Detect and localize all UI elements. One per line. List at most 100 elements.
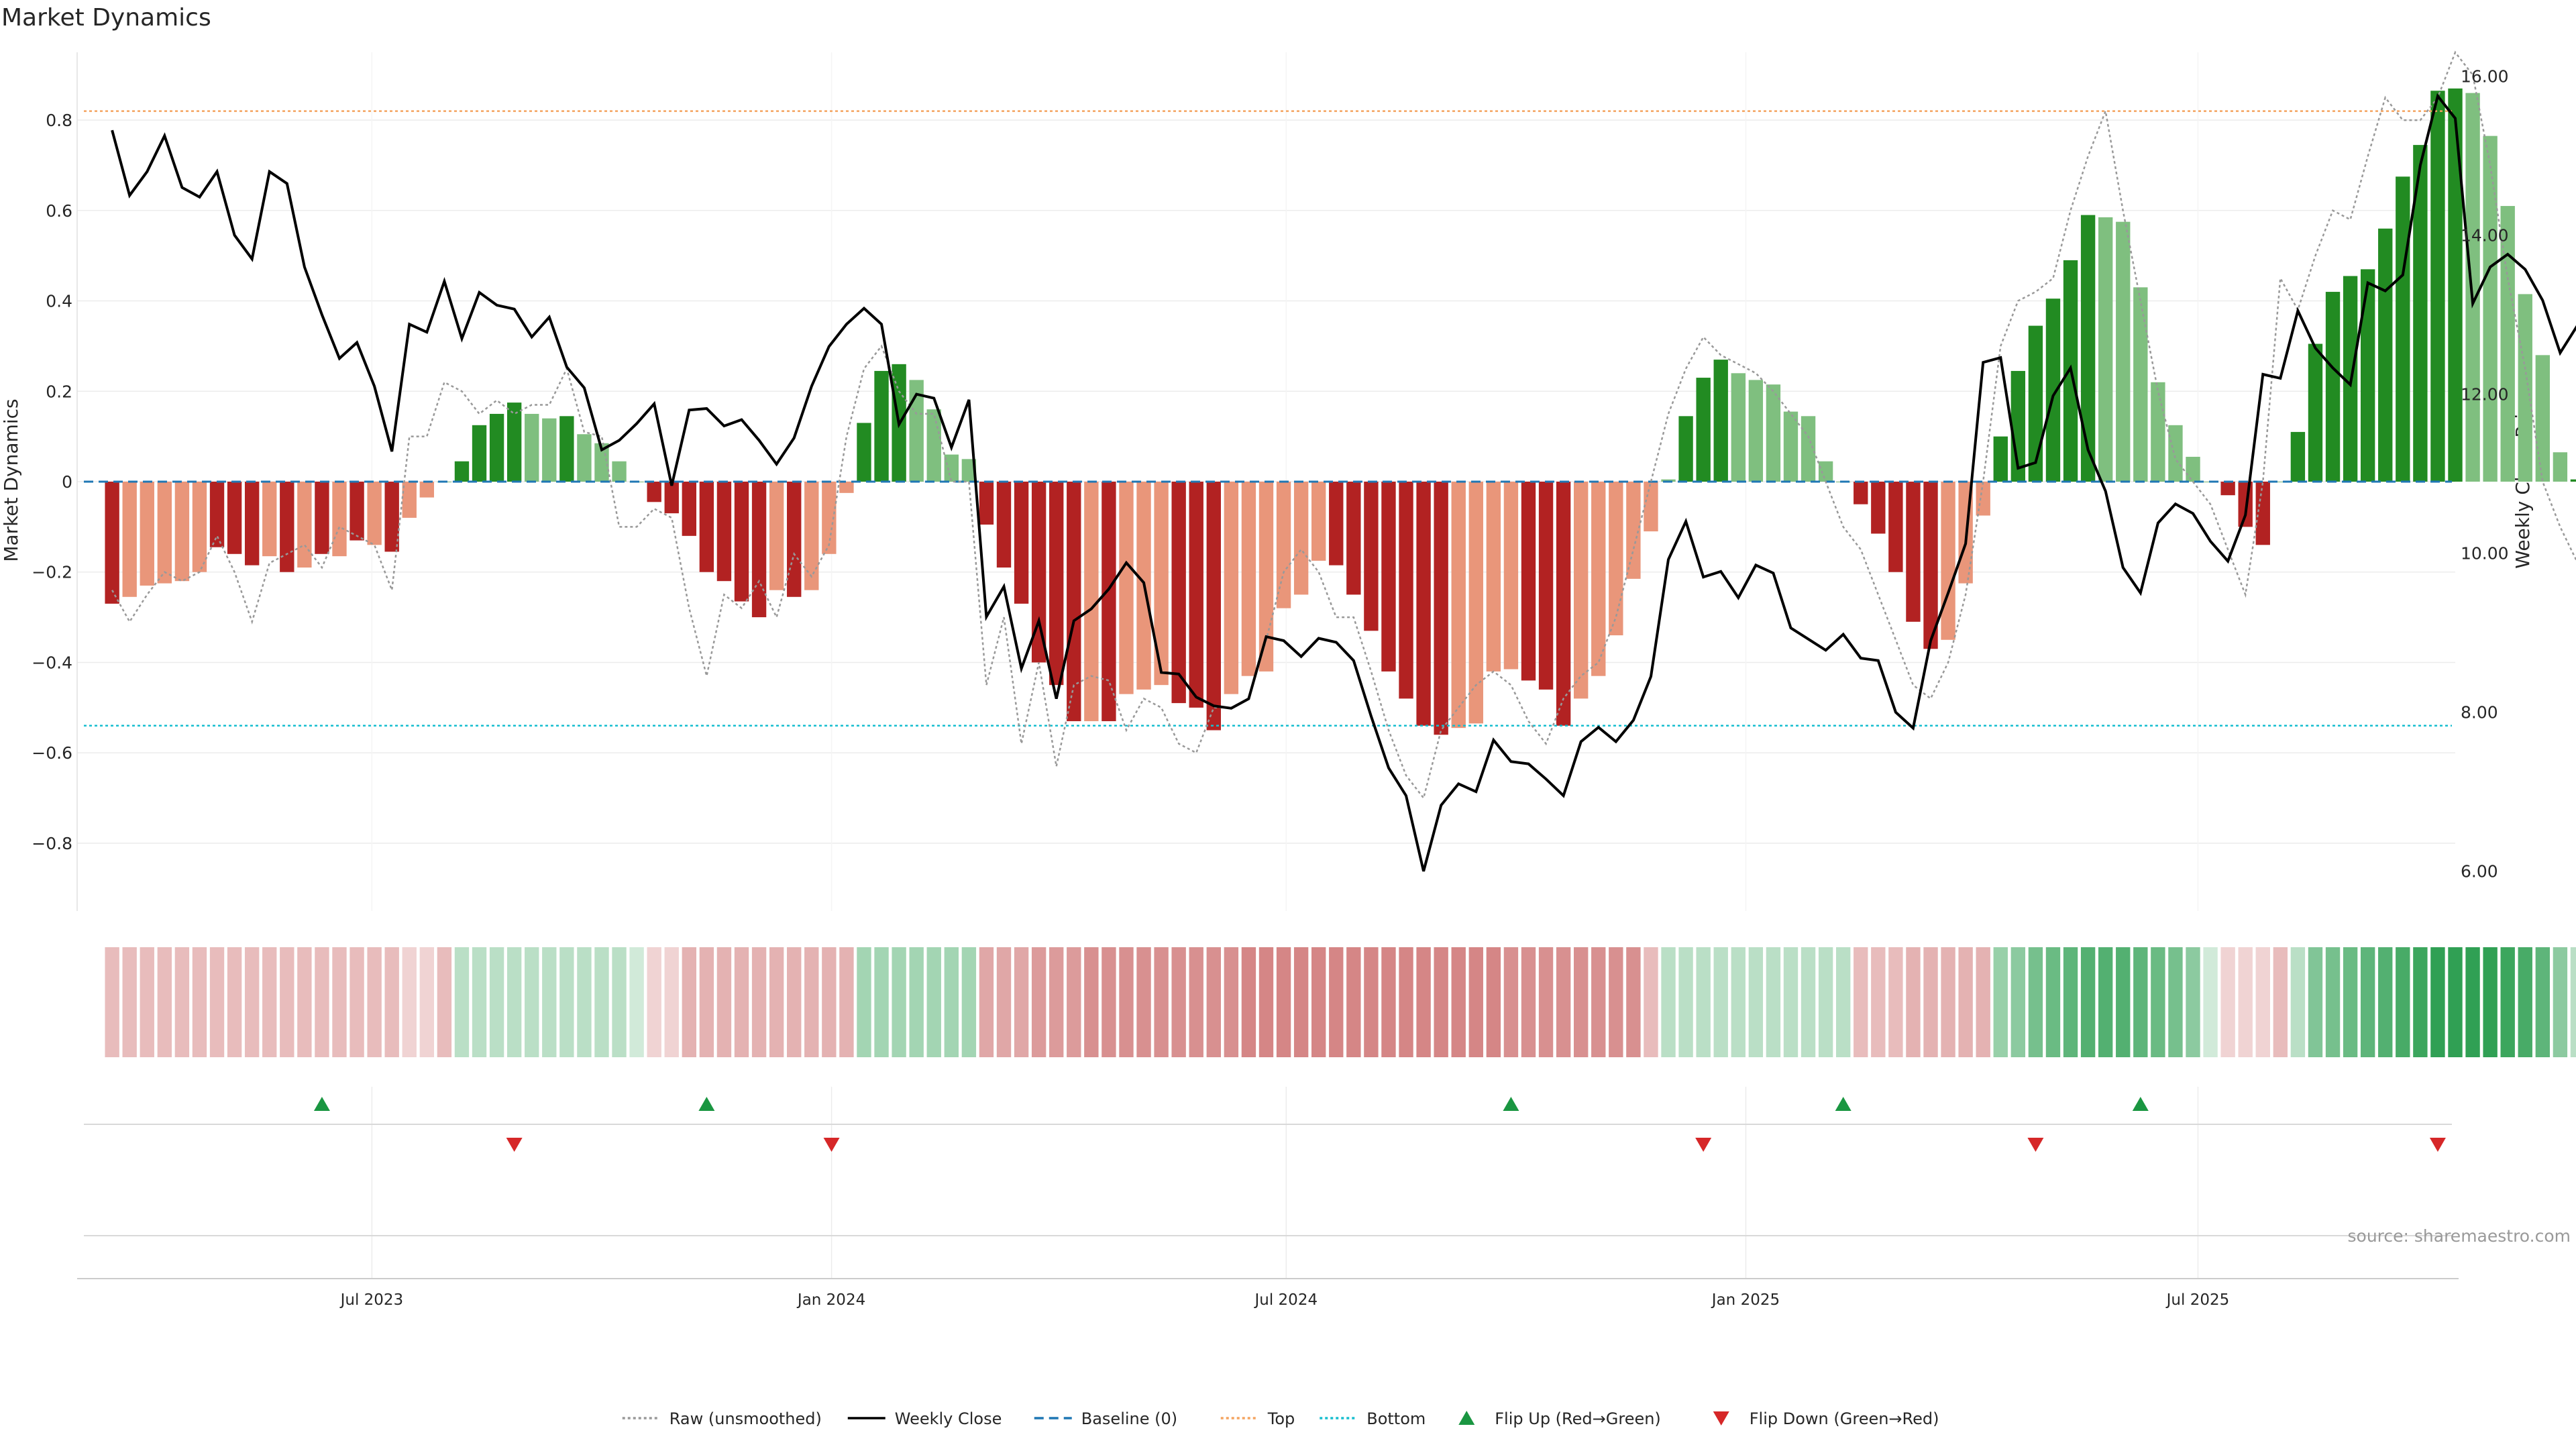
heat-cell — [1171, 947, 1186, 1057]
legend-item: Bottom — [1320, 1409, 1426, 1428]
dynamics-bar — [1416, 482, 1431, 726]
heat-cell — [1206, 947, 1221, 1057]
heat-cell — [2273, 947, 2288, 1057]
weekly-close-line — [111, 93, 2576, 872]
dynamics-bar — [384, 482, 399, 552]
heat-cell — [2186, 947, 2200, 1057]
heat-cell — [2430, 947, 2445, 1057]
dynamics-bar — [2378, 228, 2393, 482]
x-tick-label: Jan 2024 — [796, 1291, 865, 1309]
dynamics-bar — [2151, 382, 2165, 482]
dynamics-bar — [1503, 482, 1519, 669]
dynamics-bar — [1888, 482, 1903, 572]
heat-cell — [2220, 947, 2235, 1057]
dynamics-bar — [1031, 482, 1046, 663]
heat-cell — [1748, 947, 1764, 1057]
heat-cell — [2080, 947, 2096, 1057]
dynamics-bar — [1276, 482, 1291, 608]
legend: Raw (unsmoothed) Weekly Close Baseline (0)… — [622, 1409, 1939, 1428]
y2-tick-label: 12.00 — [2461, 385, 2509, 405]
heat-cell — [1486, 947, 1501, 1057]
heat-cell — [647, 947, 661, 1057]
dynamics-bar — [2430, 91, 2445, 482]
y-axis-ticks: −0.8 −0.6 −0.4 −0.2 0 0.2 0.4 0.6 0.8 — [32, 111, 72, 853]
dynamics-bar — [1591, 482, 1606, 676]
heat-cell — [367, 947, 382, 1057]
heat-cell — [227, 947, 242, 1057]
dynamics-bar — [454, 461, 470, 482]
heat-cell — [2553, 947, 2568, 1057]
dynamics-bar — [2360, 269, 2375, 482]
y-tick-label: 0.6 — [46, 201, 72, 221]
dynamics-bar — [525, 413, 539, 482]
dynamics-bar — [1311, 482, 1326, 561]
heat-cell — [1941, 947, 1955, 1057]
heat-cell — [1258, 947, 1274, 1057]
flip-up-marker — [313, 1097, 330, 1111]
heat-cell — [1346, 947, 1361, 1057]
heat-cell — [1521, 947, 1536, 1057]
dynamics-bar — [857, 423, 871, 482]
heat-cell — [1818, 947, 1833, 1057]
heat-cell — [1084, 947, 1099, 1057]
flip-marker-panel — [313, 1097, 2446, 1152]
heat-cell — [1609, 947, 1623, 1057]
heat-cell — [174, 947, 190, 1057]
dynamics-bar — [2168, 425, 2183, 482]
dynamics-bar — [2028, 325, 2043, 482]
dynamics-bar — [664, 482, 679, 514]
heat-cell — [1049, 947, 1064, 1057]
dynamics-bar — [2483, 136, 2498, 482]
dynamics-bar — [1189, 482, 1203, 708]
dynamics-bar — [944, 454, 959, 482]
dynamics-bar — [2080, 215, 2096, 482]
heat-cell — [751, 947, 767, 1057]
heat-cell — [1713, 947, 1728, 1057]
heat-cell — [1014, 947, 1029, 1057]
heat-cell — [297, 947, 312, 1057]
heat-cell — [1329, 947, 1344, 1057]
flip-up-marker — [1503, 1097, 1519, 1111]
dynamics-bar — [1871, 482, 1886, 534]
dynamics-bar — [1538, 482, 1554, 690]
heat-cell — [2396, 947, 2410, 1057]
x-tick-label: Jan 2025 — [1711, 1291, 1780, 1309]
dynamics-bar — [262, 482, 277, 557]
dynamics-bar — [1399, 482, 1413, 699]
heat-cell — [2151, 947, 2165, 1057]
legend-label: Bottom — [1366, 1409, 1426, 1428]
dynamics-bar — [699, 482, 714, 572]
dynamics-bar — [1293, 482, 1309, 595]
heat-cell — [384, 947, 399, 1057]
reference-lines — [84, 110, 2452, 727]
heat-cell — [1276, 947, 1291, 1057]
dynamics-bar — [1014, 482, 1029, 604]
dynamics-bar — [2220, 482, 2235, 496]
heat-cell — [577, 947, 592, 1057]
heat-cell — [1644, 947, 1658, 1057]
legend-item: Flip Up (Red→Green) — [1458, 1409, 1661, 1428]
dynamics-bar — [1626, 482, 1641, 579]
heat-cell — [1224, 947, 1239, 1057]
dynamics-bar — [647, 482, 661, 502]
heat-cell — [1854, 947, 1868, 1057]
heat-cell — [1626, 947, 1641, 1057]
heat-cell — [822, 947, 837, 1057]
heat-cell — [105, 947, 119, 1057]
dynamics-bar — [419, 482, 435, 498]
heat-cell — [2325, 947, 2341, 1057]
dynamics-bar — [1766, 384, 1781, 482]
heat-cell — [2465, 947, 2480, 1057]
heat-cell — [874, 947, 889, 1057]
heat-cell — [839, 947, 854, 1057]
dynamics-bar — [1084, 482, 1099, 722]
dynamics-bar — [244, 482, 260, 566]
flip-down-marker — [1695, 1138, 1712, 1152]
heat-cell — [332, 947, 347, 1057]
heat-cell — [2168, 947, 2183, 1057]
heat-cell — [1538, 947, 1554, 1057]
heat-cell — [716, 947, 732, 1057]
heat-cell — [1661, 947, 1676, 1057]
dynamics-bar — [2570, 479, 2576, 482]
